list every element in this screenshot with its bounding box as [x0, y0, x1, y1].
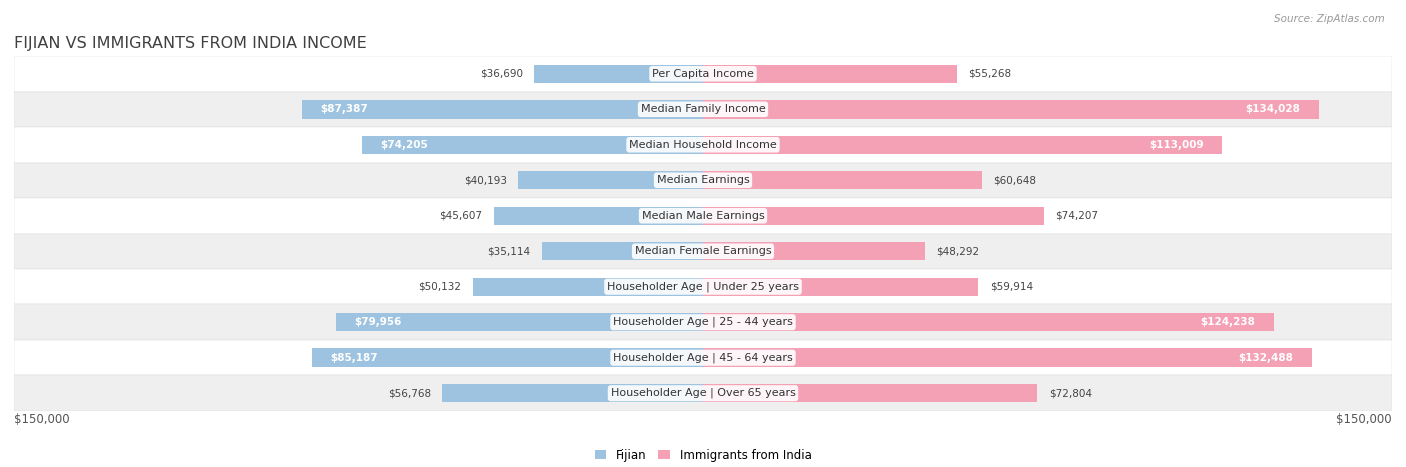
Bar [336, 313, 703, 332]
Text: $60,648: $60,648 [993, 175, 1036, 185]
Text: Source: ZipAtlas.com: Source: ZipAtlas.com [1274, 14, 1385, 24]
Text: Per Capita Income: Per Capita Income [652, 69, 754, 79]
Bar [703, 64, 957, 83]
Bar [363, 135, 703, 154]
Text: $87,387: $87,387 [321, 104, 368, 114]
Bar [443, 384, 703, 403]
Text: $35,114: $35,114 [486, 246, 530, 256]
Bar [703, 277, 979, 296]
Text: $59,914: $59,914 [990, 282, 1033, 292]
Text: $72,804: $72,804 [1049, 388, 1092, 398]
Bar [703, 171, 981, 190]
Text: Median Household Income: Median Household Income [628, 140, 778, 150]
Bar [14, 234, 1392, 269]
Bar [14, 340, 1392, 375]
Text: $150,000: $150,000 [14, 413, 70, 426]
Bar [703, 242, 925, 261]
Text: $56,768: $56,768 [388, 388, 430, 398]
Bar [703, 100, 1319, 119]
Bar [703, 384, 1038, 403]
Text: $74,207: $74,207 [1056, 211, 1098, 221]
Text: $79,956: $79,956 [354, 317, 402, 327]
Bar [14, 163, 1392, 198]
Bar [14, 304, 1392, 340]
Bar [494, 206, 703, 225]
Text: $134,028: $134,028 [1246, 104, 1301, 114]
Text: $48,292: $48,292 [936, 246, 980, 256]
Text: $45,607: $45,607 [439, 211, 482, 221]
Text: $74,205: $74,205 [381, 140, 429, 150]
Text: FIJIAN VS IMMIGRANTS FROM INDIA INCOME: FIJIAN VS IMMIGRANTS FROM INDIA INCOME [14, 35, 367, 51]
Bar [519, 171, 703, 190]
Bar [14, 375, 1392, 411]
Text: Householder Age | Under 25 years: Householder Age | Under 25 years [607, 282, 799, 292]
Text: Householder Age | 45 - 64 years: Householder Age | 45 - 64 years [613, 353, 793, 363]
Bar [703, 348, 1312, 367]
Text: $124,238: $124,238 [1201, 317, 1256, 327]
Bar [302, 100, 703, 119]
Legend: Fijian, Immigrants from India: Fijian, Immigrants from India [595, 449, 811, 462]
Text: $50,132: $50,132 [418, 282, 461, 292]
Bar [312, 348, 703, 367]
Bar [472, 277, 703, 296]
Text: $36,690: $36,690 [479, 69, 523, 79]
Bar [14, 198, 1392, 234]
Text: $150,000: $150,000 [1336, 413, 1392, 426]
Text: $113,009: $113,009 [1149, 140, 1204, 150]
Text: Median Family Income: Median Family Income [641, 104, 765, 114]
Bar [541, 242, 703, 261]
Bar [14, 269, 1392, 304]
Text: $132,488: $132,488 [1239, 353, 1294, 363]
Text: Householder Age | 25 - 44 years: Householder Age | 25 - 44 years [613, 317, 793, 327]
Text: Median Female Earnings: Median Female Earnings [634, 246, 772, 256]
Text: $85,187: $85,187 [330, 353, 378, 363]
Bar [14, 56, 1392, 92]
Text: $40,193: $40,193 [464, 175, 508, 185]
Text: $55,268: $55,268 [969, 69, 1011, 79]
Bar [14, 92, 1392, 127]
Bar [703, 135, 1222, 154]
Text: Median Male Earnings: Median Male Earnings [641, 211, 765, 221]
Bar [703, 206, 1043, 225]
Bar [14, 127, 1392, 163]
Bar [534, 64, 703, 83]
Text: Median Earnings: Median Earnings [657, 175, 749, 185]
Text: Householder Age | Over 65 years: Householder Age | Over 65 years [610, 388, 796, 398]
Bar [703, 313, 1274, 332]
